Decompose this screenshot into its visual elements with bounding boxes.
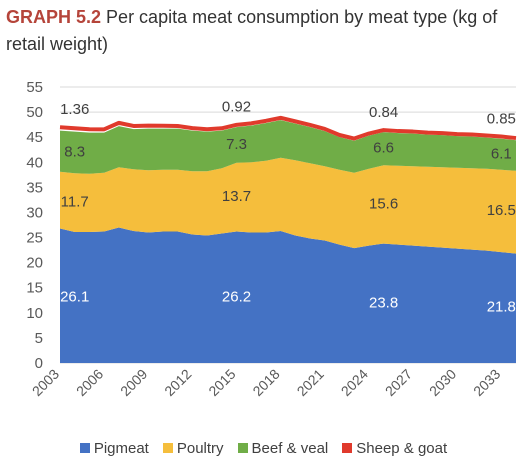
data-label-beef-and-veal: 6.6 [373,140,394,157]
data-label-beef-and-veal: 6.1 [491,145,512,162]
y-tick-label: 55 [26,79,43,96]
x-tick-label: 2009 [117,366,150,399]
x-tick-label: 2012 [161,366,194,399]
area-pigmeat [60,227,516,363]
chart-title: GRAPH 5.2 Per capita meat consumption by… [6,4,521,58]
x-tick-label: 2018 [249,366,282,399]
y-tick-label: 35 [26,179,43,196]
data-label-beef-and-veal: 7.3 [226,136,247,153]
data-label-poultry: 13.7 [222,188,251,205]
legend-item-sheep-and-goat: Sheep & goat [342,440,447,457]
y-axis-ticks: 0 5 10 15 20 25 30 35 40 45 50 55 [26,79,43,372]
y-tick-label: 25 [26,230,43,247]
x-tick-label: 2027 [382,366,415,399]
data-label-pigmeat: 23.8 [369,294,398,311]
chart-title-text: Per capita meat consumption by meat type… [6,7,498,54]
legend-item-beef-and-veal: Beef & veal [237,440,329,457]
data-label-sheep-and-goat: 1.36 [60,101,89,118]
y-tick-label: 40 [26,154,43,171]
data-label-pigmeat: 26.2 [222,288,251,305]
data-label-sheep-and-goat: 0.84 [369,104,398,121]
x-tick-label: 2033 [470,366,503,399]
data-label-poultry: 11.7 [61,194,89,211]
data-labels: 26.1 26.2 23.8 21.8 11.7 13.7 15.6 16.5 8.3 7.3 6.… [60,98,516,315]
chart-title-prefix: GRAPH 5.2 [6,7,102,27]
legend-swatch [342,443,353,453]
data-label-pigmeat: 26.1 [60,289,89,306]
data-label-poultry: 16.5 [487,202,516,219]
data-label-sheep-and-goat: 0.92 [222,98,251,115]
area-poultry [60,157,516,254]
y-tick-label: 15 [26,280,43,297]
y-tick-label: 5 [35,330,43,347]
area-sheep-and-goat [59,115,517,141]
legend-swatch [79,443,90,453]
legend-label: Poultry [176,440,224,457]
legend-swatch [162,443,173,453]
y-tick-label: 50 [26,104,43,121]
y-tick-label: 45 [26,129,43,146]
stacked-areas [59,115,517,363]
y-tick-label: 0 [35,355,43,372]
x-tick-label: 2021 [294,366,327,399]
x-tick-label: 2024 [338,366,371,399]
legend-label: Sheep & goat [356,440,448,457]
legend-label: Pigmeat [93,440,149,457]
data-label-pigmeat: 21.8 [487,299,516,316]
y-tick-label: 20 [26,255,43,272]
y-tick-label: 30 [26,204,43,221]
x-tick-label: 2030 [426,366,459,399]
x-axis-ticks: 2003 2006 2009 2012 2015 2018 2021 2024 2027 2030… [29,366,504,399]
data-label-sheep-and-goat: 0.85 [487,110,516,127]
legend-label: Beef & veal [251,440,329,457]
area-beef-and-veal [60,120,516,174]
chart-legend: Pigmeat Poultry Beef & veal Sheep & goat [0,440,527,457]
y-tick-label: 10 [26,305,43,322]
legend-item-poultry: Poultry [162,440,224,457]
legend-item-pigmeat: Pigmeat [79,440,149,457]
x-tick-label: 2015 [205,366,238,399]
x-tick-label: 2006 [73,366,106,399]
data-label-beef-and-veal: 8.3 [64,144,85,161]
data-label-poultry: 15.6 [369,195,398,212]
legend-swatch [237,443,248,453]
